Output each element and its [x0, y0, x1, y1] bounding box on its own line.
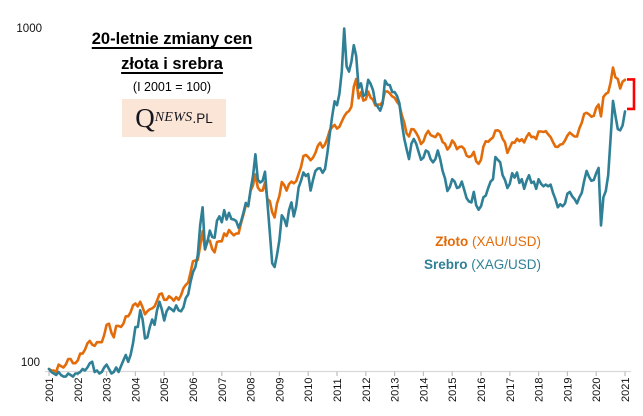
x-axis-label: 2015	[447, 378, 459, 402]
x-axis-label: 2017	[505, 378, 517, 402]
legend-silver-name: Srebro	[423, 257, 468, 272]
x-axis-label: 2010	[303, 378, 315, 402]
x-axis-label: 2005	[159, 378, 171, 402]
x-axis-label: 2018	[534, 378, 546, 402]
x-axis-label: 2013	[390, 378, 402, 402]
gold-series-line	[47, 66, 627, 374]
x-axis-label: 2016	[476, 378, 488, 402]
silver-series-line	[47, 27, 627, 378]
x-axis-label: 2006	[188, 378, 200, 402]
x-axis-label: 2001	[44, 378, 56, 402]
x-axis-label: 2007	[217, 378, 229, 402]
chart-legend: Złoto (XAU/USD) Srebro (XAG/USD)	[391, 230, 541, 276]
qnews-logo-pl: .PL	[192, 110, 213, 126]
legend-gold-pair: (XAU/USD)	[468, 234, 541, 249]
x-axis-label: 2002	[73, 378, 85, 402]
chart-title-line1: 20-letnie zmiany cen	[91, 30, 253, 48]
x-axis-label: 2012	[361, 378, 373, 402]
chart-title: 20-letnie zmiany cen złota i srebra (I 2…	[57, 27, 287, 96]
legend-item-gold: Złoto (XAU/USD)	[391, 230, 541, 253]
y-axis-label-1000: 1000	[16, 23, 42, 35]
legend-item-silver: Srebro (XAG/USD)	[391, 253, 541, 276]
x-axis-label: 2008	[246, 378, 258, 402]
x-axis-label: 2020	[591, 378, 603, 402]
qnews-logo-q: Q	[135, 102, 155, 133]
end-gap-bracket	[627, 78, 636, 111]
x-axis-label: 2014	[418, 378, 430, 402]
chart-title-line2: złota i srebra	[121, 55, 223, 73]
legend-silver-pair: (XAG/USD)	[467, 257, 541, 272]
legend-gold-name: Złoto	[435, 234, 469, 249]
x-axis-label: 2009	[274, 378, 286, 402]
chart-subtitle: (I 2001 = 100)	[132, 80, 212, 94]
x-axis-label: 2021	[620, 378, 632, 402]
x-axis-label: 2004	[130, 378, 142, 402]
x-axis-label: 2019	[562, 378, 574, 402]
qnews-logo-news: NEWS	[154, 110, 193, 125]
x-axis-label: 2011	[332, 378, 344, 402]
qnews-logo: Q NEWS .PL	[122, 99, 226, 137]
y-axis-label-100: 100	[20, 357, 40, 369]
x-axis-label: 2003	[102, 378, 114, 402]
